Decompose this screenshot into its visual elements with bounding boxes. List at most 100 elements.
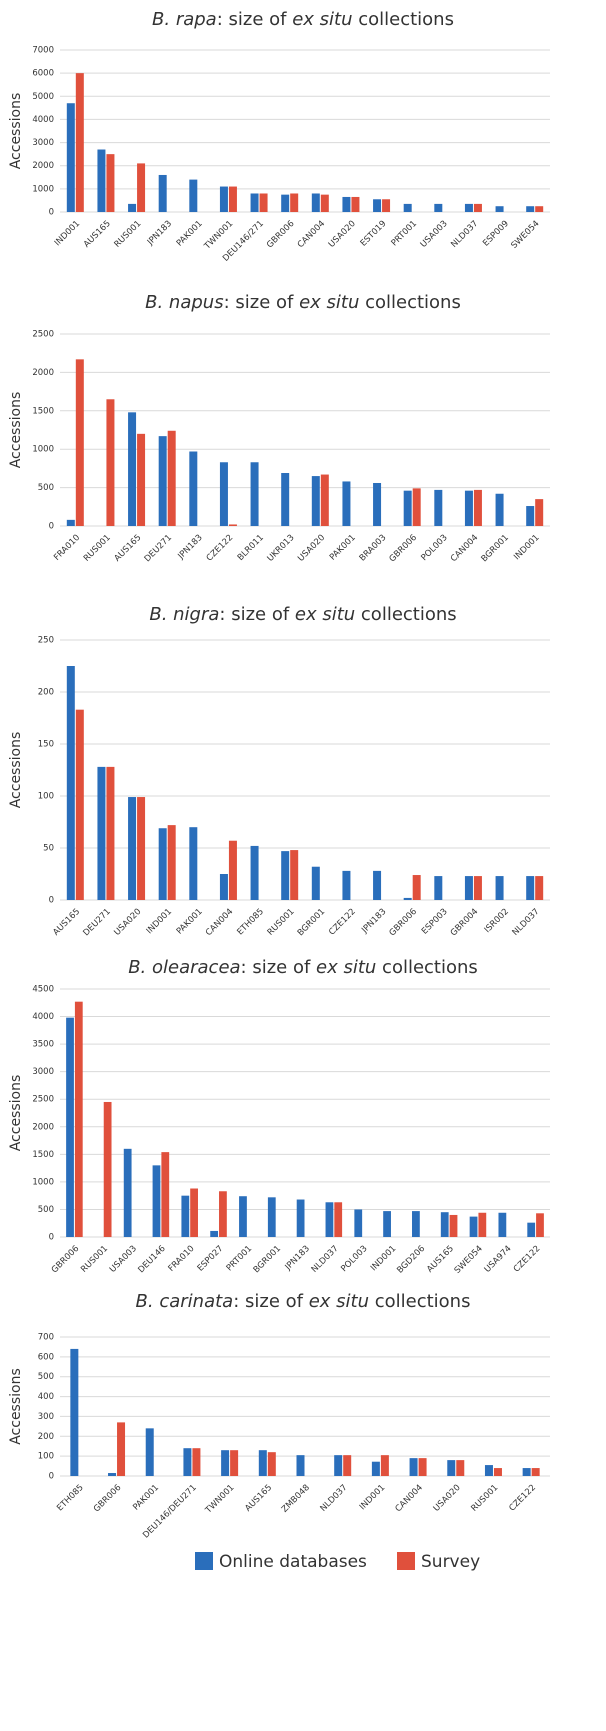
x-tick-label: USA020 — [432, 1483, 463, 1514]
x-tick-label: RUS001 — [113, 219, 144, 250]
bar — [456, 1460, 465, 1476]
x-tick-label: GBR006 — [388, 907, 420, 939]
x-tick-label: AUS165 — [243, 1483, 274, 1514]
bar — [219, 462, 228, 526]
y-tick-label: 100 — [38, 792, 54, 802]
bar — [495, 876, 504, 900]
bar — [535, 206, 544, 212]
bar — [412, 488, 421, 526]
y-tick-label: 150 — [38, 740, 54, 750]
bar — [281, 851, 290, 900]
x-tick-label: ESP009 — [481, 219, 511, 249]
bar — [311, 866, 320, 900]
x-tick-label: BGD206 — [395, 1244, 427, 1276]
title-part: collections — [376, 957, 477, 978]
chart-title: B. olearacea: size of ex situ collection… — [128, 957, 478, 978]
title-part: B. carinata — [136, 1291, 234, 1312]
y-tick-label: 1500 — [32, 1150, 54, 1160]
bar — [145, 1428, 154, 1476]
y-tick-label: 2000 — [32, 368, 54, 378]
bar — [137, 163, 146, 212]
x-tick-label: GBR004 — [449, 907, 481, 939]
title-part: B. olearacea — [128, 957, 240, 978]
bar — [296, 1455, 305, 1476]
x-tick-label: NLD037 — [449, 219, 480, 250]
bar — [418, 1458, 427, 1476]
y-tick-label: 0 — [49, 208, 54, 218]
bar — [219, 186, 228, 212]
x-tick-label: RUS001 — [79, 1244, 110, 1275]
bar — [123, 1148, 132, 1237]
bar — [354, 1209, 363, 1237]
bar — [74, 1001, 83, 1237]
bar — [383, 1211, 391, 1237]
bar — [403, 490, 412, 526]
bar — [311, 476, 320, 526]
bar — [325, 1202, 334, 1237]
y-tick-label: 200 — [38, 1432, 54, 1442]
y-tick-label: 500 — [38, 483, 54, 493]
title-part: : size of — [224, 292, 299, 313]
bar — [239, 1196, 247, 1237]
x-tick-label: CAN004 — [296, 219, 327, 250]
chart-title: B. rapa: size of ex situ collections — [152, 9, 454, 30]
bar — [158, 828, 167, 900]
legend-label: Online databases — [219, 1552, 367, 1572]
title-part: : size of — [219, 604, 294, 625]
y-tick-label: 4500 — [32, 985, 54, 995]
bar — [66, 519, 75, 526]
legend-swatch — [195, 1552, 213, 1570]
bar — [434, 203, 443, 212]
bar — [373, 199, 382, 212]
x-tick-label: CZE122 — [507, 1483, 538, 1514]
bar — [259, 193, 268, 212]
chart-title: B. nigra: size of ex situ collections — [149, 604, 456, 625]
title-part: : size of — [241, 957, 316, 978]
bar — [228, 840, 237, 900]
bar — [250, 462, 259, 526]
y-tick-label: 500 — [38, 1372, 54, 1382]
bar — [128, 203, 137, 212]
x-tick-label: FRA010 — [52, 533, 82, 563]
x-tick-label: CZE122 — [327, 907, 358, 938]
bar — [464, 203, 473, 212]
x-tick-label: CAN004 — [204, 907, 235, 938]
bar — [434, 876, 443, 900]
bar — [351, 196, 360, 212]
bar — [189, 827, 198, 900]
bar — [473, 876, 482, 900]
bar — [403, 897, 412, 900]
bar — [409, 1458, 418, 1476]
bar — [66, 1017, 74, 1237]
x-tick-label: GBR006 — [388, 533, 420, 565]
bar — [535, 876, 544, 900]
bar — [189, 179, 198, 212]
x-tick-label: IND001 — [369, 1244, 398, 1273]
bar — [464, 876, 473, 900]
y-tick-label: 500 — [38, 1205, 54, 1215]
bar — [478, 1212, 487, 1237]
bar — [210, 1230, 219, 1237]
bar — [311, 193, 320, 212]
y-tick-label: 4000 — [32, 1012, 54, 1022]
x-tick-label: GBR006 — [92, 1483, 124, 1515]
title-part: B. rapa — [152, 9, 217, 30]
y-tick-label: 0 — [49, 522, 54, 532]
y-axis-label: Accessions — [8, 392, 24, 469]
bar — [267, 1452, 276, 1476]
x-tick-label: NLD037 — [319, 1483, 350, 1514]
bar — [527, 1222, 536, 1237]
bar — [493, 1468, 502, 1476]
y-tick-label: 100 — [38, 1452, 54, 1462]
bar — [343, 1455, 352, 1476]
bar — [219, 1191, 227, 1237]
x-tick-label: PAK001 — [175, 907, 205, 937]
bar — [296, 1199, 305, 1237]
bar — [190, 1188, 198, 1237]
bar — [342, 481, 351, 526]
x-tick-label: FRA010 — [167, 1244, 197, 1274]
x-tick-label: POL003 — [419, 533, 449, 563]
x-tick-label: AUS165 — [113, 533, 144, 564]
x-tick-label: NLD037 — [511, 907, 542, 938]
y-tick-label: 7000 — [32, 46, 54, 56]
